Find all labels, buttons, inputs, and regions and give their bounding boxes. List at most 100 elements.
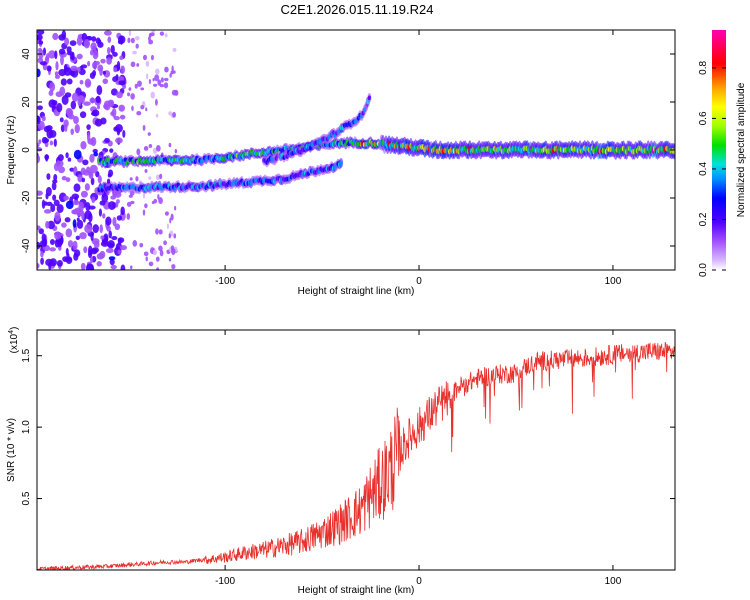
spectrogram-cell	[142, 54, 148, 61]
spectrogram-cell	[135, 176, 139, 182]
spectrogram-cell	[110, 88, 118, 96]
spectrogram-cell	[46, 125, 53, 131]
spectrogram-cell	[103, 103, 109, 110]
spectrogram-cell	[88, 170, 94, 180]
spectrogram-cell	[93, 151, 99, 157]
spectrogram-cell	[43, 138, 50, 143]
spectrogram-cell	[45, 192, 49, 200]
spectrogram-cell	[91, 36, 97, 42]
spectrogram-cell	[107, 239, 115, 249]
spectrogram-cell	[79, 111, 87, 119]
spectrogram-cell	[89, 264, 95, 270]
spectrogram-cell	[37, 47, 43, 53]
spectrogram-y-tick-label: 20	[21, 96, 32, 108]
spectrogram-cell	[37, 142, 40, 148]
spectrogram-cell	[48, 50, 56, 59]
spectrogram-cell	[110, 264, 117, 270]
spectrogram-cell	[172, 47, 177, 52]
spectrogram-cell	[164, 211, 170, 216]
snr-y-scale-exponent: 4	[8, 330, 15, 334]
spectrogram-cell	[61, 30, 67, 40]
spectrogram-cell	[67, 240, 74, 248]
spectrogram-cell	[87, 249, 93, 259]
spectrogram-cell	[116, 215, 123, 221]
spectrogram-cell	[42, 238, 48, 247]
spectrogram-cell	[339, 160, 343, 166]
spectrogram-y-tick-label: -20	[21, 190, 32, 205]
spectrogram-cell	[128, 194, 133, 198]
spectrogram-cell	[46, 201, 53, 207]
spectrogram-cell	[93, 240, 100, 249]
spectrogram-cell	[174, 148, 178, 154]
spectrogram-cell	[57, 154, 64, 162]
spectrogram-cell	[72, 240, 78, 251]
spectrogram-cell	[102, 70, 106, 75]
spectrogram-cell	[129, 190, 135, 196]
spectrogram-cell	[131, 105, 134, 112]
spectrogram-cell	[65, 228, 73, 238]
spectrogram-cell	[142, 192, 146, 199]
spectrogram-cell	[168, 142, 172, 148]
spectrogram-cell	[107, 36, 112, 44]
spectrogram-cell	[122, 84, 126, 90]
spectrogram-cell	[140, 87, 145, 91]
spectrogram-cell	[86, 81, 91, 87]
spectrogram-cell	[110, 44, 115, 54]
spectrogram-cell	[46, 65, 52, 72]
spectrogram-cell	[37, 105, 43, 111]
spectrogram-cell	[113, 67, 118, 73]
spectrogram-x-tick-label: 0	[416, 276, 422, 287]
spectrogram-cell	[39, 61, 47, 66]
spectrogram-cell	[67, 114, 75, 120]
spectrogram-panel: -100 0 100 -40 -20 0 20 40 Height of straight l…	[6, 29, 676, 297]
snr-y-scale-base: (x10	[9, 333, 20, 353]
spectrogram-cell	[69, 51, 74, 60]
spectrogram-cell	[87, 60, 91, 67]
spectrogram-cell	[60, 55, 64, 66]
spectrogram-cell	[70, 100, 77, 110]
spectrogram-cell	[117, 238, 122, 245]
spectrogram-cell	[158, 229, 163, 235]
spectrogram-cell	[37, 147, 43, 152]
spectrogram-cell	[80, 190, 88, 198]
spectrogram-cell	[64, 217, 71, 223]
spectrogram-cell	[171, 89, 177, 96]
spectrogram-cell	[127, 92, 131, 97]
snr-y-tick-label: 0.5	[21, 491, 32, 505]
spectrogram-cell	[80, 140, 87, 150]
spectrogram-cell	[127, 37, 131, 44]
spectrogram-cell	[99, 67, 103, 77]
spectrogram-ticks: -100 0 100 -40 -20 0 20 40	[21, 30, 675, 287]
snr-y-scale: (x104)	[8, 327, 20, 354]
spectrogram-cell	[61, 222, 67, 228]
colorbar-tick-label: 0.6	[698, 111, 709, 125]
spectrogram-cell	[86, 124, 91, 130]
spectrogram-cell	[169, 217, 172, 224]
spectrogram-cell	[100, 58, 106, 64]
spectrogram-cell	[65, 152, 69, 159]
spectrogram-cell	[65, 200, 74, 210]
spectrogram-cell	[170, 213, 174, 221]
spectrogram-cell	[128, 30, 132, 37]
colorbar-gradient	[712, 30, 726, 270]
spectrogram-cell	[37, 262, 40, 269]
spectrogram-cell	[158, 197, 163, 204]
spectrogram-cell	[64, 37, 70, 46]
spectrogram-cell	[173, 233, 177, 239]
spectrogram-cell	[114, 223, 121, 231]
spectrogram-x-tick-label: -100	[215, 276, 235, 287]
spectrogram-cell	[92, 61, 98, 70]
spectrogram-cell	[145, 107, 148, 112]
spectrogram-cell	[49, 81, 56, 92]
colorbar-tick-label: 0.8	[698, 61, 709, 75]
spectrogram-cell	[159, 84, 165, 88]
spectrogram-cell	[45, 154, 49, 162]
spectrogram-cell	[52, 32, 59, 41]
snr-x-tick-label: 100	[605, 576, 622, 587]
spectrogram-cell	[102, 78, 109, 85]
spectrogram-cell	[46, 128, 54, 139]
spectrogram-cell	[136, 63, 140, 67]
spectrogram-cell	[120, 264, 126, 270]
spectrogram-cell	[152, 77, 155, 82]
spectrogram-cell	[54, 211, 61, 222]
